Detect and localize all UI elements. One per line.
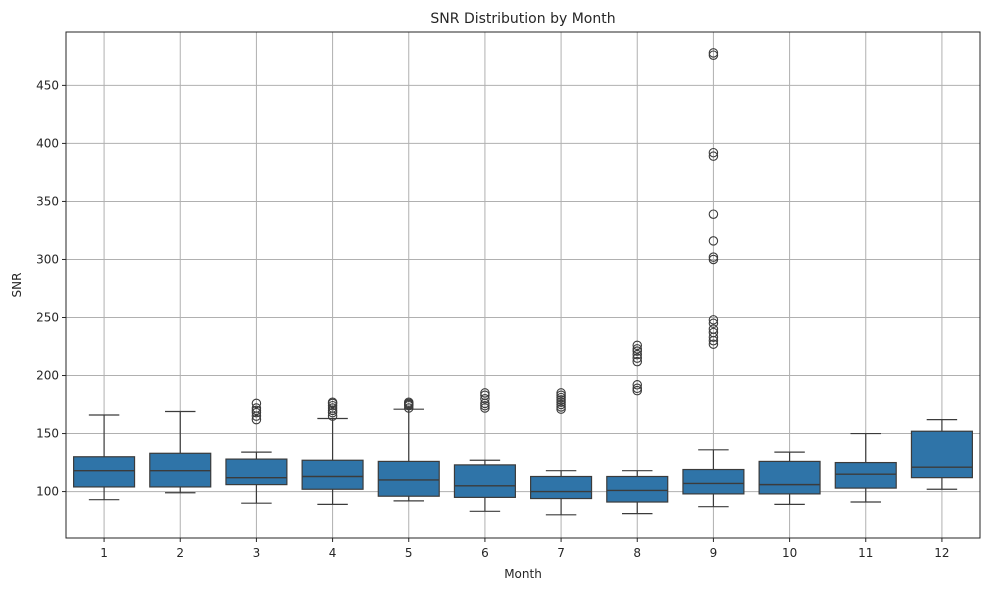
outlier-point (556, 390, 566, 401)
x-tick-label: 6 (481, 546, 489, 560)
outlier-point (556, 388, 566, 398)
outlier-point (708, 339, 719, 349)
grid-layer (66, 32, 980, 538)
month-box-group (301, 397, 364, 505)
y-tick-layer: 100 150 200 250 300 350 400 450 (36, 78, 66, 499)
box-layer (73, 48, 973, 516)
outlier-point (403, 397, 414, 407)
outlier-point (708, 324, 719, 334)
month-box-group (530, 388, 593, 516)
x-tick-label: 7 (557, 546, 565, 560)
iqr-box (225, 458, 288, 486)
iqr-box (758, 460, 821, 495)
outlier-point (251, 414, 262, 425)
outlier-point (708, 209, 719, 219)
month-box-group (73, 414, 136, 501)
chart-title: SNR Distribution by Month (430, 11, 615, 27)
outlier-point (556, 402, 566, 412)
x-tick-label: 3 (253, 546, 261, 560)
x-tick-label: 9 (710, 546, 718, 560)
iqr-box (682, 468, 745, 495)
outlier-point (556, 404, 566, 414)
outlier-point (480, 390, 490, 401)
iqr-box (73, 456, 136, 488)
iqr-box (910, 430, 973, 479)
y-tick-label: 150 (36, 427, 59, 441)
outlier-point (556, 395, 566, 405)
outlier-point (251, 403, 262, 413)
outlier-point (480, 393, 490, 404)
outlier-point (632, 383, 642, 394)
iqr-box (834, 461, 897, 489)
month-box-group (453, 388, 516, 512)
iqr-box (453, 464, 516, 498)
month-box-group (149, 410, 212, 494)
outlier-point (556, 392, 566, 403)
iqr-box (301, 459, 364, 490)
outlier-point (327, 400, 338, 411)
y-axis-label: SNR (10, 273, 24, 298)
outlier-point (708, 252, 719, 262)
outlier-point (632, 385, 642, 396)
outlier-point (480, 388, 490, 398)
outlier-point (708, 254, 719, 265)
x-tick-label: 5 (405, 546, 413, 560)
outlier-point (708, 48, 719, 58)
x-tick-label: 2 (176, 546, 184, 560)
x-tick-label: 4 (329, 546, 337, 560)
y-tick-label: 450 (36, 78, 59, 92)
outlier-point (480, 400, 490, 411)
outlier-point (403, 403, 414, 413)
iqr-box (377, 460, 440, 497)
outlier-point (251, 405, 262, 416)
y-tick-label: 200 (36, 369, 59, 383)
month-box-group (758, 451, 821, 505)
outlier-point (632, 380, 642, 390)
outlier-point (480, 403, 490, 413)
outlier-point (632, 344, 642, 354)
y-tick-label: 400 (36, 136, 59, 150)
outlier-point (708, 315, 719, 325)
outlier-point (327, 403, 338, 413)
month-box-group (682, 48, 745, 508)
x-tick-label: 8 (633, 546, 641, 560)
x-tick-label: 11 (858, 546, 873, 560)
plot-frame (65, 31, 981, 539)
outlier-point (708, 236, 719, 246)
y-tick-label: 100 (36, 485, 59, 499)
x-tick-label: 10 (782, 546, 797, 560)
month-box-group (606, 340, 669, 515)
outlier-point (251, 398, 262, 409)
outlier-point (556, 397, 566, 407)
outlier-point (708, 318, 719, 329)
outlier-point (632, 340, 642, 351)
y-tick-label: 300 (36, 252, 59, 266)
iqr-box (606, 475, 669, 503)
month-box-group (377, 397, 440, 502)
outlier-point (327, 407, 338, 418)
outlier-point (708, 151, 719, 161)
outlier-point (632, 346, 642, 356)
outlier-point (708, 327, 719, 338)
x-axis-label: Month (504, 567, 542, 581)
month-box-group (225, 398, 288, 504)
month-box-group (834, 432, 897, 503)
iqr-box (530, 475, 593, 500)
x-tick-label: 1 (100, 546, 108, 560)
outlier-point (556, 399, 566, 410)
outlier-point (708, 147, 719, 158)
x-tick-layer: 1 2 3 4 5 6 7 8 9 10 11 12 (100, 538, 950, 560)
month-box-group (910, 419, 973, 490)
outlier-point (632, 353, 642, 363)
outlier-point (251, 407, 262, 418)
x-tick-label: 12 (934, 546, 949, 560)
outlier-point (327, 397, 338, 407)
y-tick-label: 250 (36, 310, 59, 324)
outlier-point (632, 356, 642, 367)
y-tick-label: 350 (36, 194, 59, 208)
outlier-point (632, 349, 642, 360)
outlier-point (708, 50, 719, 60)
